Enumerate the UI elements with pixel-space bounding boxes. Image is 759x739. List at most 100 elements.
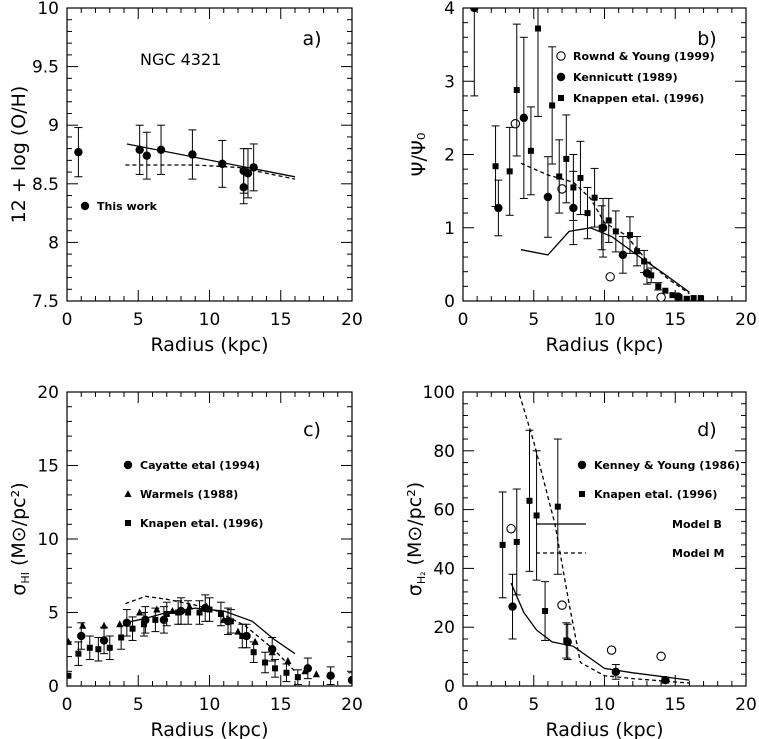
data-point — [641, 258, 648, 265]
data-point — [634, 248, 641, 255]
data-point — [690, 295, 697, 301]
data-point — [626, 232, 633, 239]
series-cayatte-etal-1994 — [77, 594, 352, 686]
chart-panel-c: 0 5 10 15 20 0 5 10 15 20 Radius (kpc) σHI (M⊙/pc²)… — [8, 383, 363, 739]
y-axis-label: 12 + log (O/H) — [8, 86, 30, 224]
data-point — [294, 674, 301, 681]
y-tick-label: 4 — [444, 0, 455, 19]
x-tick-label: 5 — [528, 695, 539, 715]
x-tick-label: 15 — [270, 695, 292, 715]
panel-label: c) — [303, 419, 321, 441]
data-point — [140, 621, 147, 628]
galaxy-annotation: NGC 4321 — [140, 50, 221, 69]
legend-label: Warmels (1988) — [140, 488, 238, 501]
data-point — [598, 224, 605, 231]
data-point — [470, 8, 479, 13]
x-tick-label: 0 — [458, 695, 469, 715]
data-point — [542, 608, 549, 615]
model-m-line — [518, 394, 690, 684]
y-tick-label: 0 — [48, 677, 59, 697]
data-point — [234, 627, 242, 635]
data-point — [534, 25, 541, 32]
x-tick-label: 5 — [133, 310, 144, 330]
data-point — [570, 184, 577, 191]
y-tick-label: 80 — [433, 442, 455, 462]
legend-label: Knapen etal. (1996) — [594, 488, 717, 501]
x-tick-label: 5 — [528, 310, 539, 330]
data-point — [79, 621, 87, 629]
data-point — [584, 210, 591, 217]
data-point — [86, 644, 93, 651]
data-point — [243, 169, 253, 178]
data-point — [510, 118, 521, 129]
y-tick-label: 0 — [444, 292, 455, 312]
x-tick-label: 10 — [199, 695, 221, 715]
data-point — [648, 272, 655, 279]
data-point — [618, 250, 628, 260]
model-b-line — [510, 582, 690, 681]
plot-area — [67, 594, 352, 686]
data-point — [268, 648, 276, 656]
legend-marker — [125, 520, 131, 526]
data-point — [519, 113, 529, 123]
data-point — [326, 671, 335, 680]
y-tick-label: 9.5 — [32, 58, 59, 78]
data-point — [100, 621, 108, 629]
x-tick-label: 10 — [199, 310, 221, 330]
data-point — [153, 605, 161, 613]
legend-label: Model B — [672, 518, 722, 531]
x-tick-label: 15 — [664, 310, 686, 330]
data-point — [159, 615, 169, 625]
data-point — [577, 174, 584, 181]
chart-panel-b: 0 5 10 15 20 0 1 2 3 4 Radius (kpc) Ψ/Ψ₀ b)Rownd & Y… — [408, 0, 757, 356]
data-point — [606, 645, 617, 655]
plot-area — [74, 124, 296, 205]
data-point — [217, 610, 224, 617]
data-point — [250, 649, 257, 656]
series-kenney-young-1986 — [508, 573, 670, 685]
data-point — [513, 87, 520, 94]
data-point — [239, 633, 246, 640]
y-tick-label: 10 — [37, 530, 59, 550]
series-open-circles — [506, 523, 666, 662]
x-tick-label: 20 — [735, 695, 757, 715]
data-point — [239, 183, 248, 192]
data-point — [347, 675, 352, 685]
x-tick-label: 15 — [270, 310, 292, 330]
x-tick-label: 0 — [62, 695, 73, 715]
data-point — [605, 272, 615, 282]
y-tick-label: 9 — [48, 116, 59, 136]
data-point — [697, 295, 704, 301]
y-tick-label: 7.5 — [32, 292, 59, 312]
y-tick-label: 60 — [433, 501, 455, 521]
legend: Kenney & Young (1986) Knapen etal. (1996)… — [536, 459, 740, 560]
y-tick-label: 8 — [48, 233, 59, 253]
data-point — [563, 637, 570, 644]
data-point — [549, 102, 556, 109]
legend-marker — [577, 460, 587, 470]
legend: Cayatte etal (1994) Warmels (1988) Knapen … — [123, 459, 263, 530]
data-point — [683, 295, 690, 301]
x-axis-label: Radius (kpc) — [545, 719, 663, 739]
legend-label: Kenney & Young (1986) — [594, 459, 740, 472]
data-point — [554, 503, 561, 510]
x-axis-label: Radius (kpc) — [150, 334, 268, 356]
y-axis-label: Ψ/Ψ₀ — [408, 133, 430, 177]
data-point — [77, 631, 86, 641]
x-tick-label: 20 — [341, 310, 363, 330]
y-tick-label: 100 — [423, 383, 455, 403]
legend: This work — [80, 200, 158, 213]
data-point — [656, 651, 666, 662]
data-point — [513, 538, 520, 545]
data-point — [188, 150, 197, 159]
data-point — [526, 497, 533, 504]
y-axis-label: σH₂ (M⊙/pc²) — [404, 482, 428, 596]
series-knappen-etal-1996 — [491, 8, 704, 301]
data-point — [99, 636, 109, 645]
data-point — [611, 667, 621, 677]
data-point — [249, 163, 258, 172]
series-rownd-young-1999 — [510, 118, 666, 301]
data-point — [284, 657, 292, 665]
x-axis-label: Radius (kpc) — [545, 334, 663, 356]
legend-label: Knappen etal. (1996) — [573, 92, 704, 105]
